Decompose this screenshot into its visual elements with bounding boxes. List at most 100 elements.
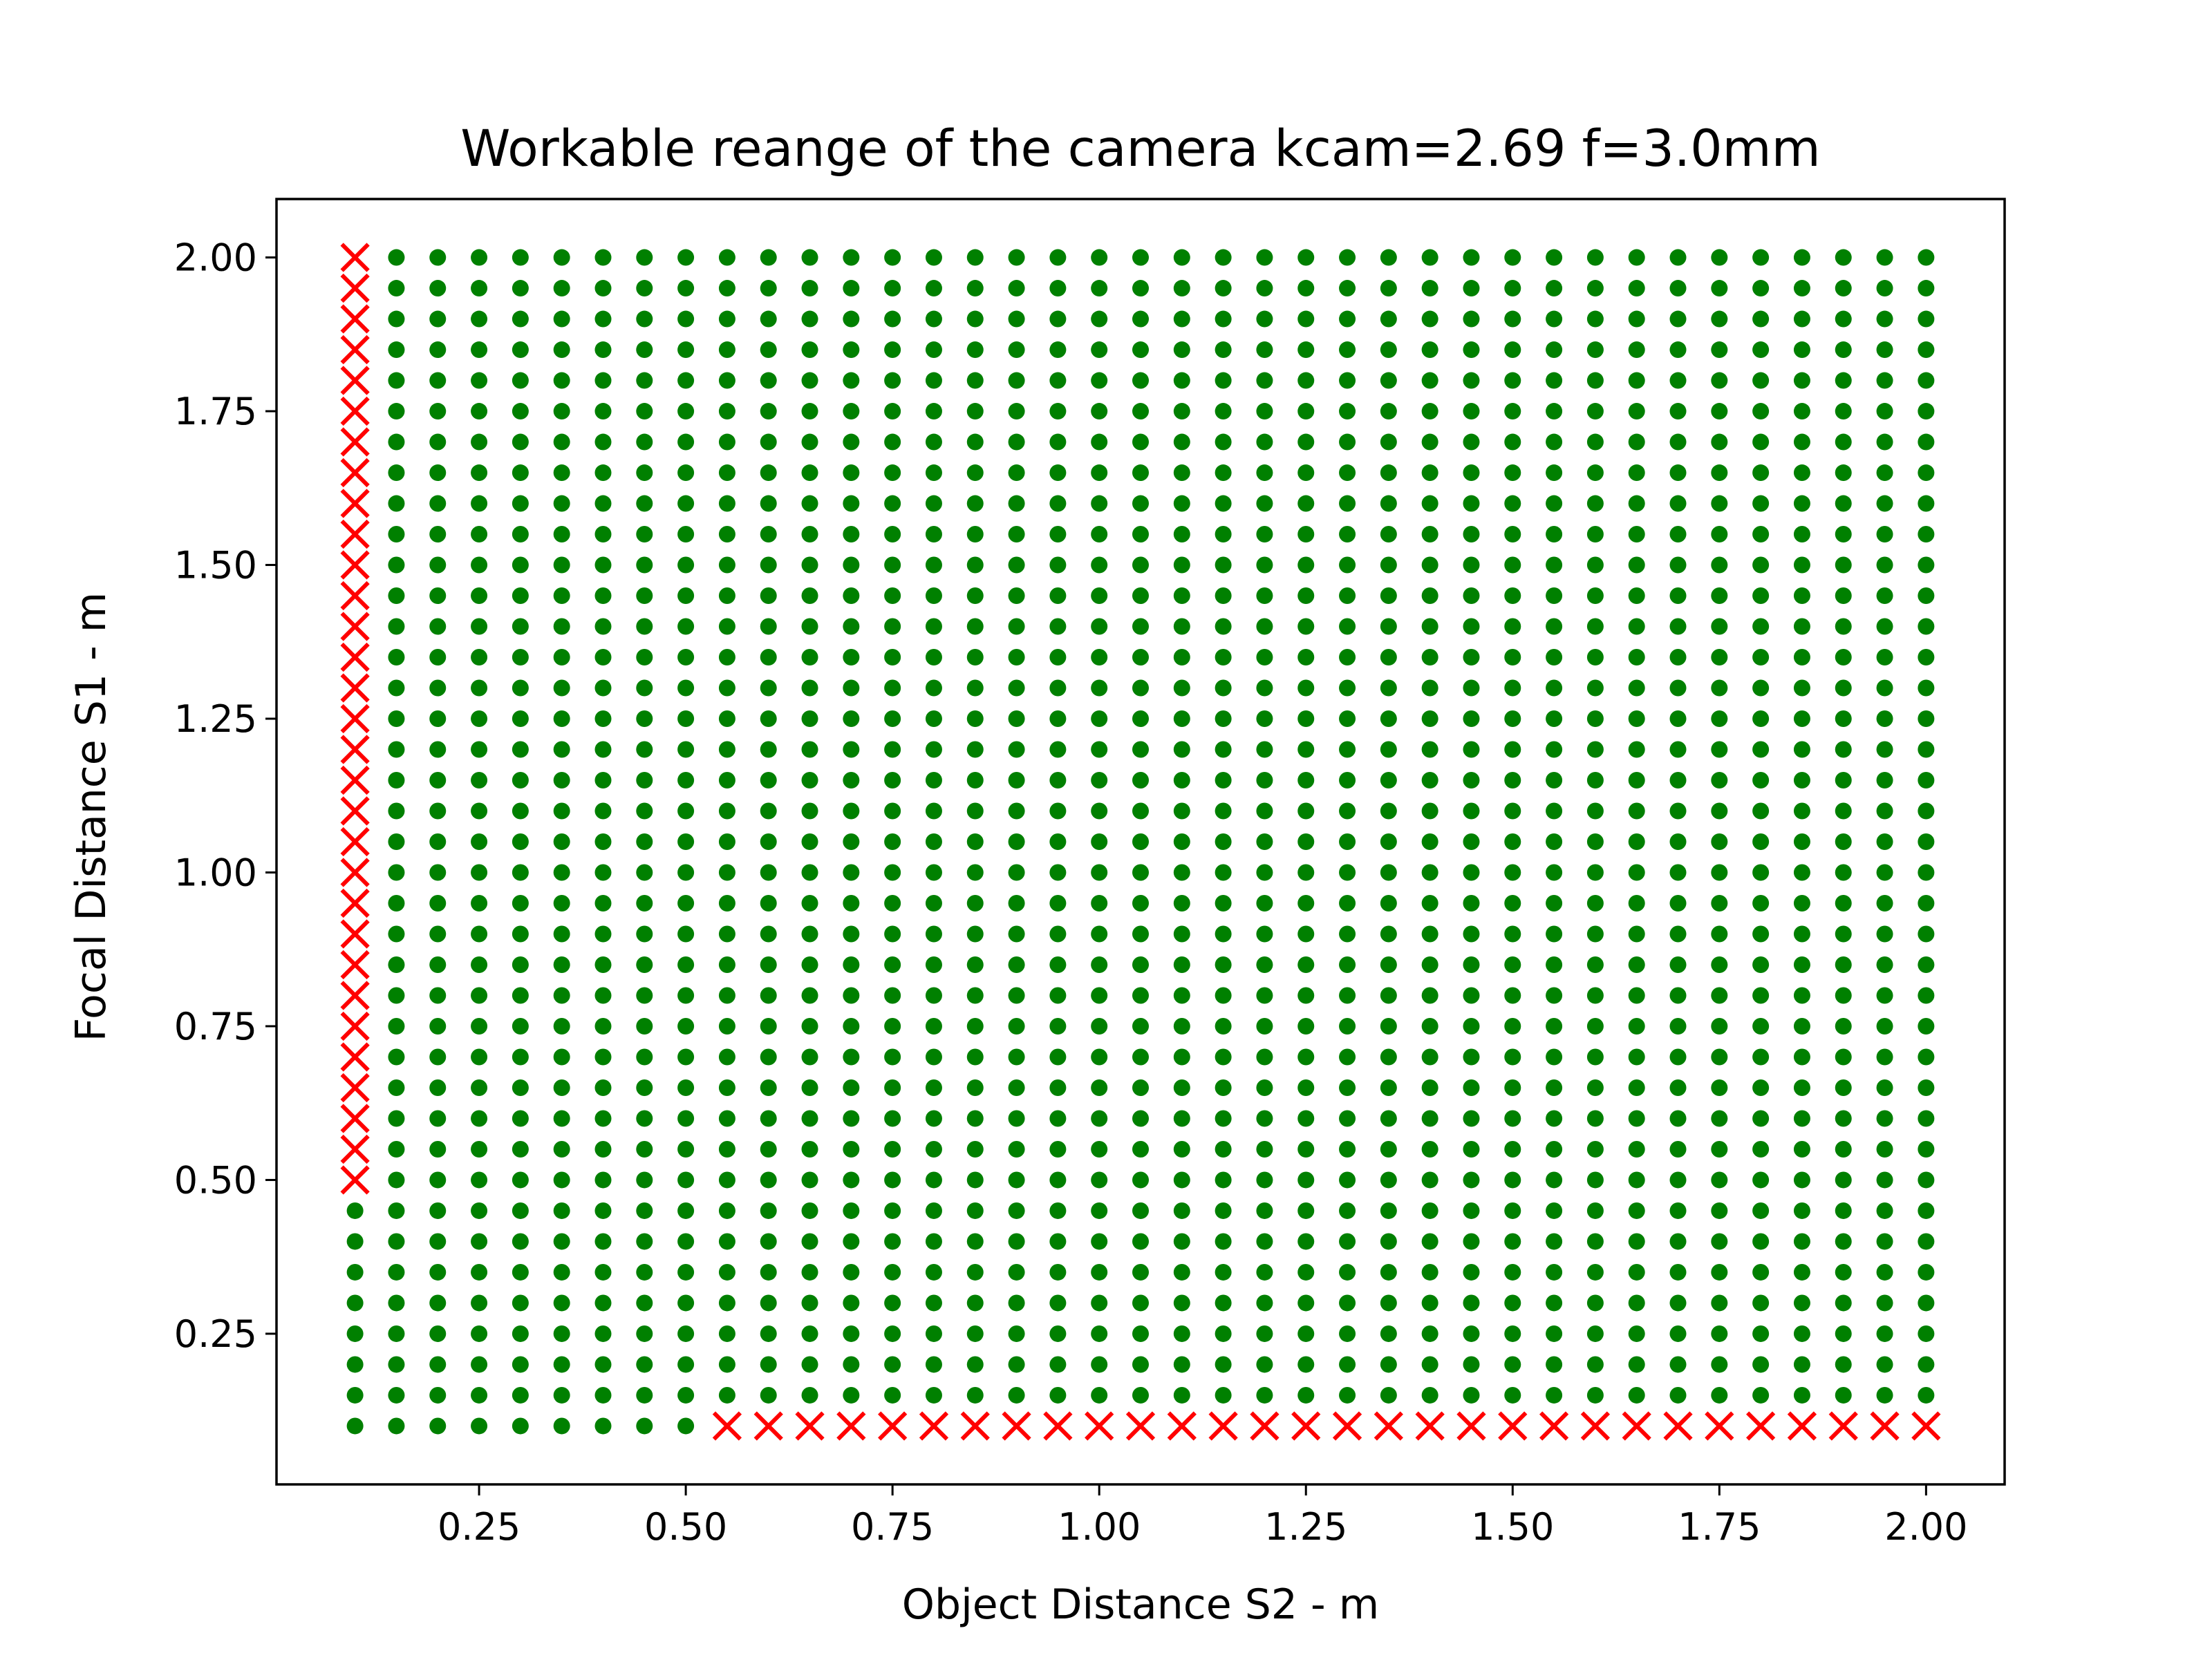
- green-dot-marker: [553, 1048, 570, 1066]
- green-dot-marker: [636, 741, 653, 758]
- green-dot-marker: [636, 526, 653, 543]
- green-dot-marker: [1918, 372, 1935, 389]
- green-dot-marker: [1504, 1079, 1521, 1096]
- green-dot-marker: [1504, 741, 1521, 758]
- green-dot-marker: [760, 495, 777, 512]
- green-dot-marker: [1463, 710, 1480, 728]
- green-dot-marker: [1049, 1017, 1067, 1035]
- green-dot-marker: [1504, 1356, 1521, 1373]
- green-dot-marker: [1752, 280, 1770, 297]
- green-dot-marker: [429, 710, 447, 728]
- green-dot-marker: [966, 1110, 984, 1127]
- green-dot-marker: [1876, 1263, 1893, 1281]
- red-x-marker: [340, 1134, 370, 1164]
- green-dot-marker: [553, 1294, 570, 1312]
- green-dot-marker: [471, 433, 488, 451]
- red-x-stroke: [1002, 1411, 1031, 1441]
- green-dot-marker: [801, 925, 818, 943]
- green-dot-marker: [594, 1140, 612, 1158]
- green-dot-marker: [1669, 772, 1687, 789]
- plot-frame: [275, 198, 2006, 1486]
- green-dot-marker: [471, 894, 488, 912]
- green-dot-marker: [1711, 310, 1728, 328]
- green-dot-marker: [677, 679, 695, 697]
- green-dot-marker: [388, 1417, 405, 1435]
- green-dot-marker: [1297, 1079, 1315, 1096]
- red-x-marker: [340, 1073, 370, 1103]
- x-axis-title: Object Distance S2 - m: [902, 1580, 1379, 1629]
- green-dot-marker: [760, 1140, 777, 1158]
- red-x-stroke: [340, 273, 370, 303]
- green-dot-marker: [677, 987, 695, 1004]
- green-dot-marker: [1628, 587, 1645, 605]
- green-dot-marker: [1546, 1110, 1563, 1127]
- green-dot-marker: [1132, 987, 1149, 1004]
- green-dot-marker: [1256, 403, 1273, 420]
- green-dot-marker: [1835, 403, 1852, 420]
- green-dot-marker: [1132, 864, 1149, 881]
- green-dot-marker: [1049, 864, 1067, 881]
- green-dot-marker: [1918, 618, 1935, 635]
- red-x-stroke: [340, 580, 370, 611]
- red-x-stroke: [1043, 1411, 1073, 1441]
- green-dot-marker: [1793, 464, 1810, 482]
- green-dot-marker: [512, 894, 529, 912]
- chart-title: Workable reange of the camera kcam=2.69 …: [460, 120, 1821, 178]
- green-dot-marker: [884, 1079, 901, 1096]
- green-dot-marker: [1049, 741, 1067, 758]
- green-dot-marker: [1297, 310, 1315, 328]
- green-dot-marker: [1049, 310, 1067, 328]
- green-dot-marker: [1835, 1017, 1852, 1035]
- green-dot-marker: [429, 1233, 447, 1250]
- green-dot-marker: [1421, 864, 1438, 881]
- green-dot-marker: [1835, 956, 1852, 973]
- green-dot-marker: [1091, 249, 1108, 266]
- green-dot-marker: [966, 925, 984, 943]
- red-x-stroke: [340, 396, 370, 426]
- green-dot-marker: [1793, 710, 1810, 728]
- green-dot-marker: [553, 341, 570, 359]
- red-x-marker: [1746, 1411, 1776, 1441]
- green-dot-marker: [1297, 526, 1315, 543]
- green-dot-marker: [1586, 987, 1604, 1004]
- red-x-stroke: [340, 1134, 370, 1164]
- green-dot-marker: [1173, 1356, 1190, 1373]
- red-x-marker: [1828, 1411, 1858, 1441]
- green-dot-marker: [718, 341, 735, 359]
- green-dot-marker: [966, 1140, 984, 1158]
- green-dot-marker: [512, 249, 529, 266]
- red-x-stroke: [340, 1104, 370, 1133]
- green-dot-marker: [1091, 956, 1108, 973]
- green-dot-marker: [512, 1356, 529, 1373]
- green-dot-marker: [966, 772, 984, 789]
- green-dot-marker: [1669, 741, 1687, 758]
- red-x-stroke: [340, 796, 370, 826]
- green-dot-marker: [1008, 679, 1025, 697]
- green-dot-marker: [1793, 618, 1810, 635]
- green-dot-marker: [1504, 1110, 1521, 1127]
- green-dot-marker: [1421, 833, 1438, 850]
- green-dot-marker: [512, 1017, 529, 1035]
- green-dot-marker: [884, 1202, 901, 1219]
- green-dot-marker: [471, 1263, 488, 1281]
- green-dot-marker: [1711, 1110, 1728, 1127]
- red-x-marker: [1167, 1411, 1197, 1441]
- green-dot-marker: [1586, 618, 1604, 635]
- green-dot-marker: [1380, 403, 1397, 420]
- red-x-marker: [340, 366, 370, 395]
- green-dot-marker: [718, 1017, 735, 1035]
- green-dot-marker: [1793, 1048, 1810, 1066]
- green-dot-marker: [512, 1140, 529, 1158]
- green-dot-marker: [1421, 280, 1438, 297]
- green-dot-marker: [1380, 433, 1397, 451]
- green-dot-marker: [843, 772, 860, 789]
- red-x-stroke: [340, 612, 370, 641]
- green-dot-marker: [801, 710, 818, 728]
- green-dot-marker: [512, 1079, 529, 1096]
- green-dot-marker: [966, 556, 984, 574]
- green-dot-marker: [1752, 1202, 1770, 1219]
- green-dot-marker: [1628, 341, 1645, 359]
- green-dot-marker: [1132, 925, 1149, 943]
- green-dot-marker: [1628, 1325, 1645, 1342]
- green-dot-marker: [843, 1325, 860, 1342]
